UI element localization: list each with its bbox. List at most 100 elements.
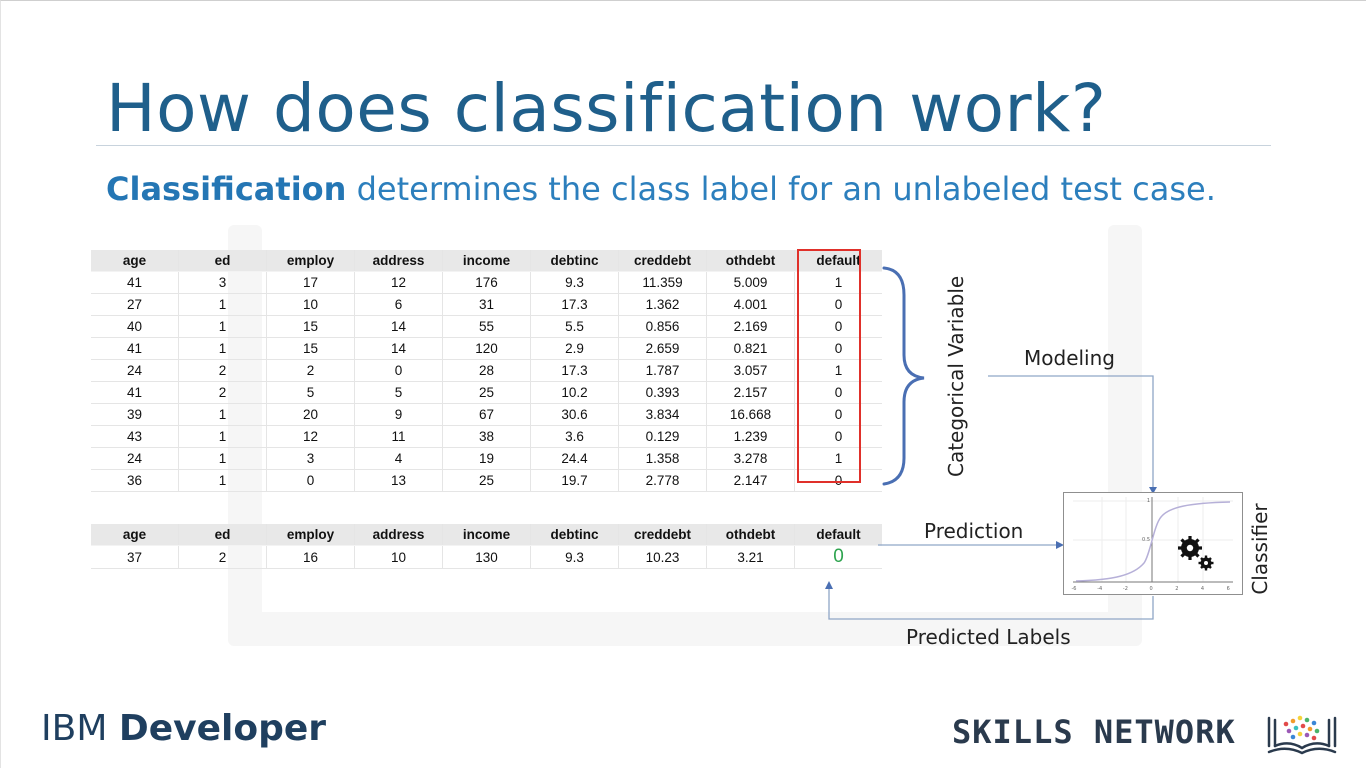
table-cell-creddebt: 1.358 [618, 447, 707, 470]
table-cell-income: 25 [442, 381, 531, 404]
table-cell-income: 55 [442, 315, 531, 338]
table-cell-othdebt: 4.001 [706, 293, 795, 316]
table-cell-income: 25 [442, 469, 531, 492]
table-cell-age: 41 [91, 337, 179, 360]
column-header-income: income [442, 524, 531, 546]
column-header-address: address [354, 524, 443, 546]
table-cell-debtinc: 9.3 [530, 545, 619, 569]
predicted-default-value: 0 [794, 545, 882, 569]
column-header-age: age [91, 250, 179, 272]
table-cell-othdebt: 3.057 [706, 359, 795, 382]
table-cell-income: 38 [442, 425, 531, 448]
plot-x-tick-label: -2 [1123, 586, 1128, 592]
sigmoid-plot: -6 -4 -2 0 2 4 6 1 0.5 [1072, 497, 1233, 592]
table-cell-debtinc: 10.2 [530, 381, 619, 404]
table-cell-othdebt: 3.278 [706, 447, 795, 470]
test-case-table: age ed employ address income debtinc creddebt o… [91, 524, 882, 569]
table-cell-address: 13 [354, 469, 443, 492]
plot-x-tick-label: -4 [1097, 586, 1102, 592]
table-cell-income: 120 [442, 337, 531, 360]
table-row: 36 1 0 13 25 19.7 2.778 2.147 0 [91, 469, 882, 492]
predicted-labels-arrow [828, 588, 1154, 620]
table-cell-address: 6 [354, 293, 443, 316]
table-cell-age: 37 [91, 545, 179, 569]
table-cell-address: 12 [354, 271, 443, 294]
table-cell-creddebt: 2.659 [618, 337, 707, 360]
table-cell-ed: 2 [178, 381, 267, 404]
table-cell-age: 41 [91, 271, 179, 294]
table-cell-creddebt: 3.834 [618, 403, 707, 426]
table-cell-debtinc: 9.3 [530, 271, 619, 294]
table-cell-age: 41 [91, 381, 179, 404]
table-cell-income: 67 [442, 403, 531, 426]
ibm-text: IBM [41, 708, 119, 749]
table-cell-income: 19 [442, 447, 531, 470]
training-data-table: age ed employ address income debtinc creddebt o… [91, 250, 882, 492]
column-header-ed: ed [178, 524, 267, 546]
table-cell-employ: 16 [266, 545, 355, 569]
table-cell-age: 43 [91, 425, 179, 448]
column-header-income: income [442, 250, 531, 272]
curly-brace [882, 266, 925, 486]
modeling-arrowhead [1149, 487, 1157, 494]
table-cell-ed: 2 [178, 545, 267, 569]
ibm-developer-logo: IBM Developer [41, 708, 326, 749]
plot-y-tick-label: 1 [1147, 498, 1150, 504]
sigmoid-curve [1075, 501, 1231, 582]
table-row: 41 3 17 12 176 9.3 11.359 5.009 1 [91, 271, 882, 294]
column-header-othdebt: othdebt [706, 250, 795, 272]
modeling-label: Modeling [1024, 346, 1115, 370]
table-cell-employ: 12 [266, 425, 355, 448]
column-header-age: age [91, 524, 179, 546]
column-header-creddebt: creddebt [618, 524, 707, 546]
plot-x-tick-label: -6 [1072, 586, 1077, 592]
table-cell-othdebt: 5.009 [706, 271, 795, 294]
table-cell-ed: 1 [178, 403, 267, 426]
table-row: 40 1 15 14 55 5.5 0.856 2.169 0 [91, 315, 882, 338]
table-cell-income: 31 [442, 293, 531, 316]
table-cell-income: 176 [442, 271, 531, 294]
table-cell-ed: 1 [178, 337, 267, 360]
table-cell-creddebt: 2.778 [618, 469, 707, 492]
plot-y-tick-label: 0.5 [1142, 537, 1150, 543]
table-cell-debtinc: 24.4 [530, 447, 619, 470]
table-row: 24 2 2 0 28 17.3 1.787 3.057 1 [91, 359, 882, 382]
slide-title: How does classification work? [106, 70, 1107, 147]
default-column-highlight [797, 249, 861, 483]
column-header-address: address [354, 250, 443, 272]
prediction-arrowhead [1056, 541, 1064, 549]
table-row: 37 2 16 10 130 9.3 10.23 3.21 0 [91, 545, 882, 569]
plot-x-tick-label: 0 [1150, 586, 1153, 592]
table-cell-address: 4 [354, 447, 443, 470]
table-cell-ed: 2 [178, 359, 267, 382]
table-cell-employ: 17 [266, 271, 355, 294]
subtitle-keyword: Classification [106, 170, 347, 208]
table-cell-address: 14 [354, 315, 443, 338]
table-cell-debtinc: 3.6 [530, 425, 619, 448]
column-header-debtinc: debtinc [530, 250, 619, 272]
plot-x-tick-label: 2 [1175, 586, 1178, 592]
table-cell-ed: 1 [178, 425, 267, 448]
prediction-label: Prediction [924, 519, 1024, 543]
column-header-othdebt: othdebt [706, 524, 795, 546]
table-cell-ed: 3 [178, 271, 267, 294]
table-cell-address: 5 [354, 381, 443, 404]
skills-network-logo: SKILLS NETWORK [952, 713, 1236, 751]
table-header-row: age ed employ address income debtinc creddebt o… [91, 250, 882, 272]
table-cell-income: 130 [442, 545, 531, 569]
table-cell-ed: 1 [178, 469, 267, 492]
watermark [228, 612, 1142, 646]
subtitle-text: determines the class label for an unlabe… [346, 170, 1216, 208]
table-cell-address: 9 [354, 403, 443, 426]
table-cell-debtinc: 17.3 [530, 293, 619, 316]
table-cell-employ: 3 [266, 447, 355, 470]
table-cell-age: 24 [91, 359, 179, 382]
table-cell-age: 36 [91, 469, 179, 492]
column-header-creddebt: creddebt [618, 250, 707, 272]
table-header-row: age ed employ address income debtinc creddebt o… [91, 524, 882, 546]
gears-icon [1178, 536, 1214, 571]
column-header-default: default [794, 524, 882, 546]
table-cell-creddebt: 0.393 [618, 381, 707, 404]
